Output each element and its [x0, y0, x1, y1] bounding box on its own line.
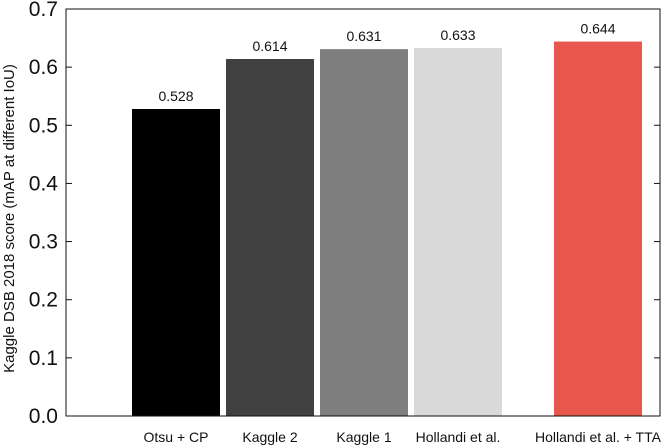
y-axis-title: Kaggle DSB 2018 score (mAP at different … [1, 64, 18, 373]
bars [132, 41, 642, 417]
category-label: Kaggle 1 [336, 429, 391, 445]
bar [320, 49, 408, 417]
data-labels: 0.528 0.614 0.631 0.633 0.644 [158, 21, 615, 104]
data-label: 0.633 [440, 27, 475, 43]
y-tick-label: 0.5 [29, 114, 58, 137]
axes-frame [65, 8, 661, 417]
y-tick-label: 0.3 [29, 231, 58, 254]
y-tick-label: 0.2 [29, 289, 58, 312]
plot-border [65, 8, 661, 417]
bar [226, 59, 314, 416]
bar [554, 41, 642, 417]
category-label: Kaggle 2 [242, 429, 297, 445]
bar [414, 47, 502, 416]
y-axis-ticks: 0.0 0.1 0.2 0.3 0.4 0.5 0.6 0.7 [29, 0, 660, 428]
y-tick-label: 0.0 [29, 405, 58, 428]
category-label: Otsu + CP [144, 429, 209, 445]
category-label: Hollandi et al. [416, 429, 501, 445]
y-tick-label: 0.6 [29, 56, 58, 79]
y-tick-label: 0.1 [29, 347, 58, 370]
bar [132, 109, 220, 417]
data-label: 0.631 [346, 28, 381, 44]
data-label: 0.528 [158, 88, 193, 104]
data-label: 0.644 [580, 21, 615, 37]
y-tick-label: 0.7 [29, 0, 58, 21]
category-label: Hollandi et al. + TTA [535, 429, 662, 445]
category-labels: Otsu + CP Kaggle 2 Kaggle 1 Hollandi et al.… [144, 429, 662, 445]
y-tick-label: 0.4 [29, 172, 59, 195]
data-label: 0.614 [252, 38, 287, 54]
